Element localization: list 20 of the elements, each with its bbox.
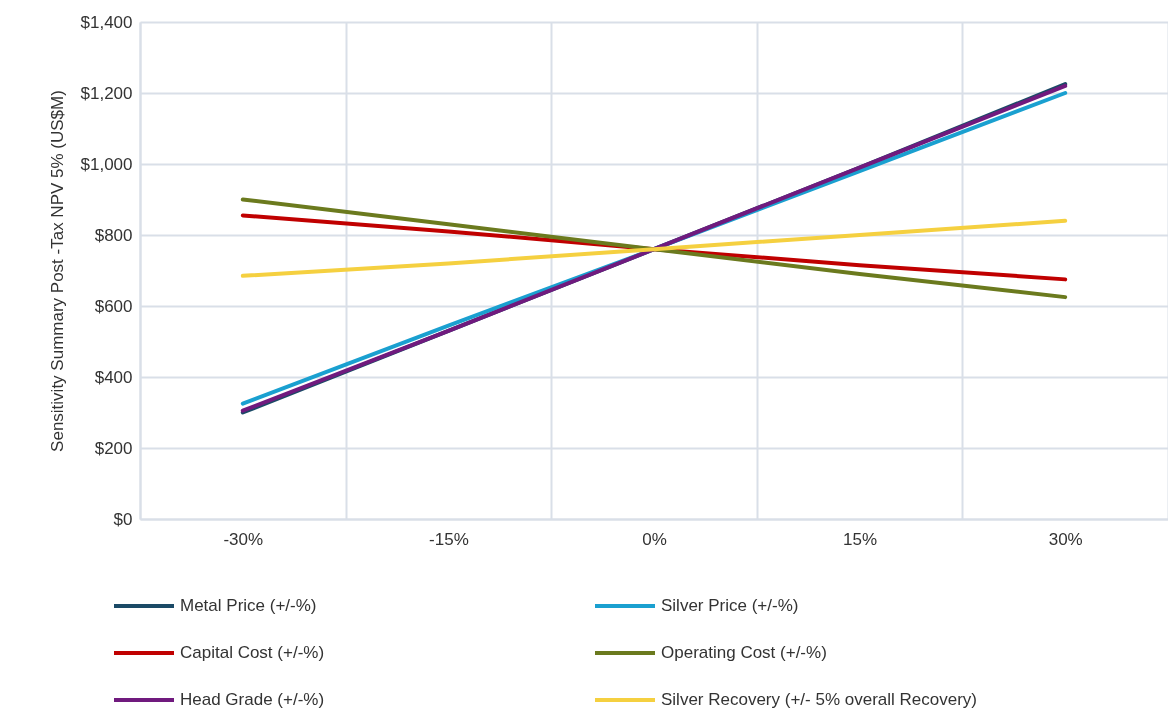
x-tick-label: -15% (429, 529, 469, 549)
y-tick-label: $1,000 (80, 154, 133, 174)
legend-label: Head Grade (+/-%) (180, 690, 325, 709)
x-tick-label: -30% (223, 529, 264, 549)
y-tick-label: $0 (113, 509, 133, 529)
y-tick-label: $1,200 (80, 83, 133, 103)
legend-label: Operating Cost (+/-%) (661, 643, 827, 662)
legend-label: Capital Cost (+/-%) (180, 643, 325, 662)
x-tick-label: 15% (843, 529, 878, 549)
x-tick-label: 30% (1048, 529, 1083, 549)
y-tick-label: $1,400 (80, 12, 133, 32)
y-axis-title: Sensitivity Summary Post -Tax NPV 5% (US$M) (47, 90, 67, 452)
y-tick-label: $600 (94, 296, 133, 316)
legend-label: Silver Recovery (+/- 5% overall Recovery) (661, 690, 978, 709)
y-tick-label: $200 (94, 438, 133, 458)
legend-label: Silver Price (+/-%) (661, 596, 799, 615)
y-tick-label: $800 (94, 225, 133, 245)
legend-label: Metal Price (+/-%) (180, 596, 317, 615)
x-tick-label: 0% (642, 529, 667, 549)
y-tick-label: $400 (94, 367, 133, 387)
